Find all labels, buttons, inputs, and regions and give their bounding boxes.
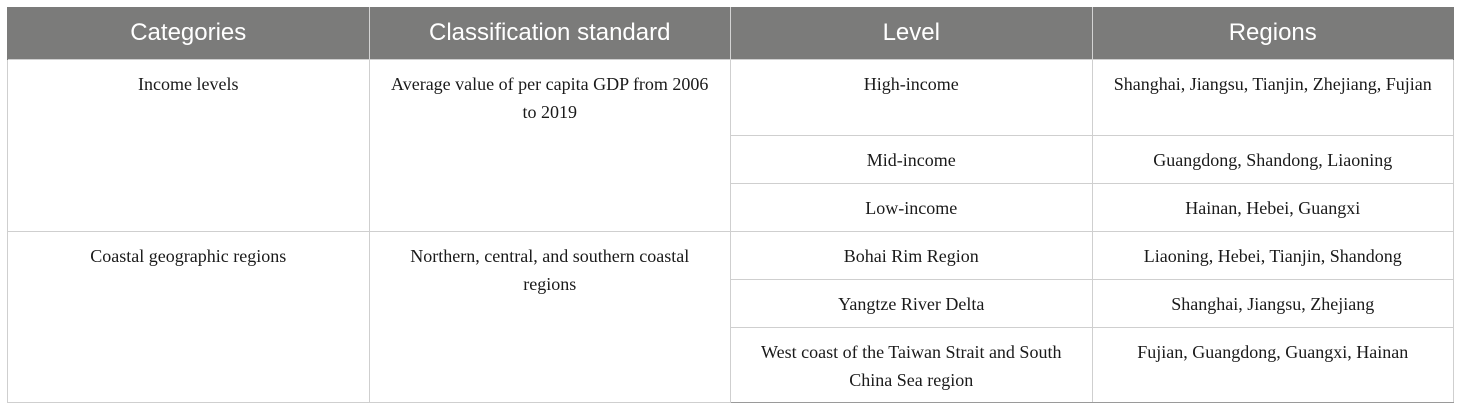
level-cell: High-income: [730, 59, 1093, 136]
table-body: Income levels Average value of per capit…: [7, 59, 1454, 403]
level-cell: Low-income: [730, 183, 1093, 232]
regions-cell: Hainan, Hebei, Guangxi: [1091, 183, 1454, 232]
standard-cell: Northern, central, and southern coastal …: [368, 231, 731, 403]
category-cell: Income levels: [7, 59, 370, 232]
table-row: Yangtze River Delta Shanghai, Jiangsu, Z…: [8, 279, 1454, 328]
category-cell: Coastal geographic regions: [7, 231, 370, 403]
header-row: Categories Classification standard Level…: [7, 7, 1454, 60]
table-header: Categories Classification standard Level…: [7, 7, 1454, 60]
level-cell: Bohai Rim Region: [730, 231, 1093, 280]
level-cell: Yangtze River Delta: [730, 279, 1093, 328]
classification-table: Categories Classification standard Level…: [7, 7, 1454, 403]
regions-cell: Fujian, Guangdong, Guangxi, Hainan: [1091, 327, 1454, 403]
regions-cell: Shanghai, Jiangsu, Zhejiang: [1091, 279, 1454, 328]
table-row: Low-income Hainan, Hebei, Guangxi: [8, 183, 1454, 232]
standard-cell: Average value of per capita GDP from 200…: [368, 59, 731, 232]
header-level: Level: [730, 7, 1093, 60]
regions-cell: Guangdong, Shandong, Liaoning: [1091, 135, 1454, 184]
table-row: Income levels Average value of per capit…: [7, 59, 1454, 232]
level-cell: Mid-income: [730, 135, 1093, 184]
header-regions: Regions: [1091, 7, 1454, 60]
regions-cell: Liaoning, Hebei, Tianjin, Shandong: [1091, 231, 1454, 280]
table-row: Coastal geographic regions Northern, cen…: [7, 231, 1454, 403]
table-row: West coast of the Taiwan Strait and Sout…: [8, 327, 1454, 403]
header-categories: Categories: [7, 7, 370, 60]
regions-cell: Shanghai, Jiangsu, Tianjin, Zhejiang, Fu…: [1091, 59, 1454, 136]
header-classification-standard: Classification standard: [368, 7, 731, 60]
table-row: Mid-income Guangdong, Shandong, Liaoning: [8, 135, 1454, 184]
level-cell: West coast of the Taiwan Strait and Sout…: [730, 327, 1093, 403]
classification-table-container: Categories Classification standard Level…: [7, 7, 1454, 403]
